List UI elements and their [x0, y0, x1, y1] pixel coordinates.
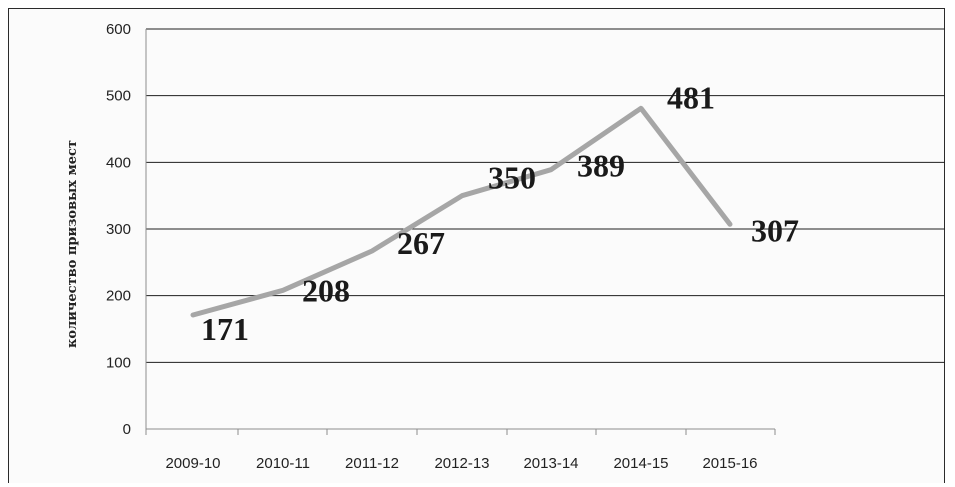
y-axis-label: количество призовых мест	[65, 140, 80, 348]
y-axis-ticks: 0 100 200 300 400 500 600	[106, 21, 131, 438]
x-tick-label: 2010-11	[256, 455, 310, 472]
data-label: 307	[751, 212, 799, 248]
y-tick-label: 500	[106, 88, 131, 105]
x-tick-label: 2015-16	[702, 455, 757, 472]
y-tick-label: 100	[106, 354, 131, 371]
x-tick-label: 2012-13	[434, 455, 489, 472]
x-tick-label: 2011-12	[345, 455, 399, 472]
y-tick-label: 200	[106, 288, 131, 305]
y-tick-label: 400	[106, 154, 131, 171]
chart-frame	[8, 8, 945, 483]
gridlines	[146, 28, 945, 363]
series-line-path	[190, 105, 733, 318]
y-tick-label: 600	[106, 21, 131, 38]
x-tick-label: 2013-14	[523, 455, 578, 472]
y-tick-label: 0	[123, 421, 131, 438]
data-labels: 171 208 267 350 389 481 307	[201, 79, 799, 347]
data-label: 389	[577, 148, 625, 184]
x-tick-label: 2014-15	[613, 455, 668, 472]
x-tick-label: 2009-10	[165, 455, 220, 472]
data-label: 208	[302, 272, 350, 308]
y-tick-label: 300	[106, 221, 131, 238]
series-line	[190, 105, 733, 318]
data-label: 350	[488, 160, 536, 196]
data-label: 171	[201, 311, 249, 347]
data-label: 481	[667, 79, 715, 115]
data-label: 267	[397, 225, 445, 261]
x-axis: 2009-10 2010-11 2011-12 2012-13 2013-14 2014-…	[145, 29, 776, 472]
